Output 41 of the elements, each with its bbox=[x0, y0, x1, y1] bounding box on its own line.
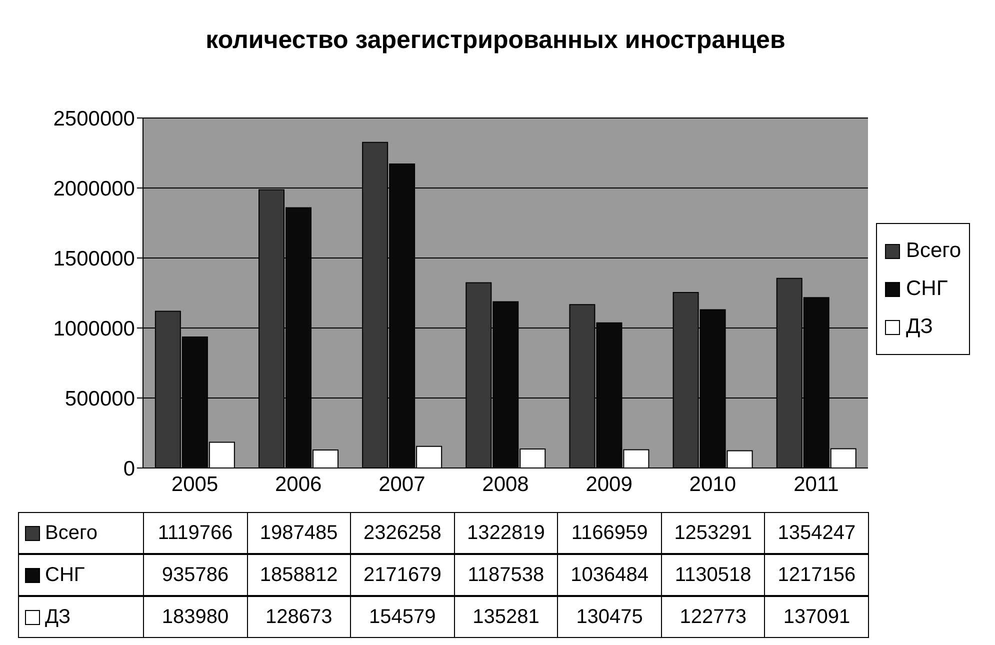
text: СНГ bbox=[45, 564, 85, 586]
y-tick-label: 2000000 bbox=[53, 177, 135, 200]
x-tick-label: 2008 bbox=[482, 472, 529, 496]
data-label: 1217156 bbox=[764, 554, 869, 596]
data-label: 2171679 bbox=[350, 554, 455, 596]
legend-label: Всего bbox=[45, 522, 98, 544]
data-label: 1987485 bbox=[246, 512, 352, 554]
x-tick-label: 2009 bbox=[586, 472, 632, 496]
chart-title: количество зарегистрированных иностранцев bbox=[204, 26, 786, 55]
data-label: 1858812 bbox=[246, 554, 352, 596]
data-label: 122773 bbox=[660, 596, 766, 638]
data-label: 1354247 bbox=[764, 512, 869, 554]
y-tick-label: 500000 bbox=[64, 387, 135, 410]
data-label: 1130518 bbox=[660, 554, 766, 596]
data-label: 135281 bbox=[454, 596, 558, 638]
data-label: 1187538 bbox=[454, 554, 558, 596]
x-tick-label: 2007 bbox=[378, 472, 426, 496]
data-label: 137091 bbox=[764, 596, 869, 638]
data-label: 183980 bbox=[143, 596, 248, 638]
data-label: 935786 bbox=[143, 554, 248, 596]
data-label: 154579 bbox=[350, 596, 455, 638]
data-label: 128673 bbox=[246, 596, 352, 638]
data-label: 1036484 bbox=[557, 554, 662, 596]
y-tick-label: 1000000 bbox=[53, 317, 135, 340]
data-label: 1322819 bbox=[454, 512, 558, 554]
y-tick-label: 0 bbox=[123, 457, 135, 480]
text: Всего bbox=[906, 239, 962, 262]
legend-label: СНГ bbox=[906, 277, 948, 301]
legend-label: ДЗ bbox=[906, 315, 933, 339]
x-tick-label: 2010 bbox=[689, 472, 736, 496]
data-label: 130475 bbox=[557, 596, 662, 638]
y-tick-label: 1500000 bbox=[53, 247, 135, 270]
data-label: 1119766 bbox=[143, 512, 248, 554]
data-label: 2326258 bbox=[350, 512, 455, 554]
x-tick-label: 2011 bbox=[794, 472, 839, 496]
x-tick-label: 2005 bbox=[171, 472, 218, 496]
y-tick-label: 2500000 bbox=[53, 107, 135, 130]
text: ДЗ bbox=[45, 606, 71, 628]
data-label: 1253291 bbox=[660, 512, 766, 554]
data-label: 1166959 bbox=[557, 512, 662, 554]
x-tick-label: 2006 bbox=[275, 472, 322, 496]
